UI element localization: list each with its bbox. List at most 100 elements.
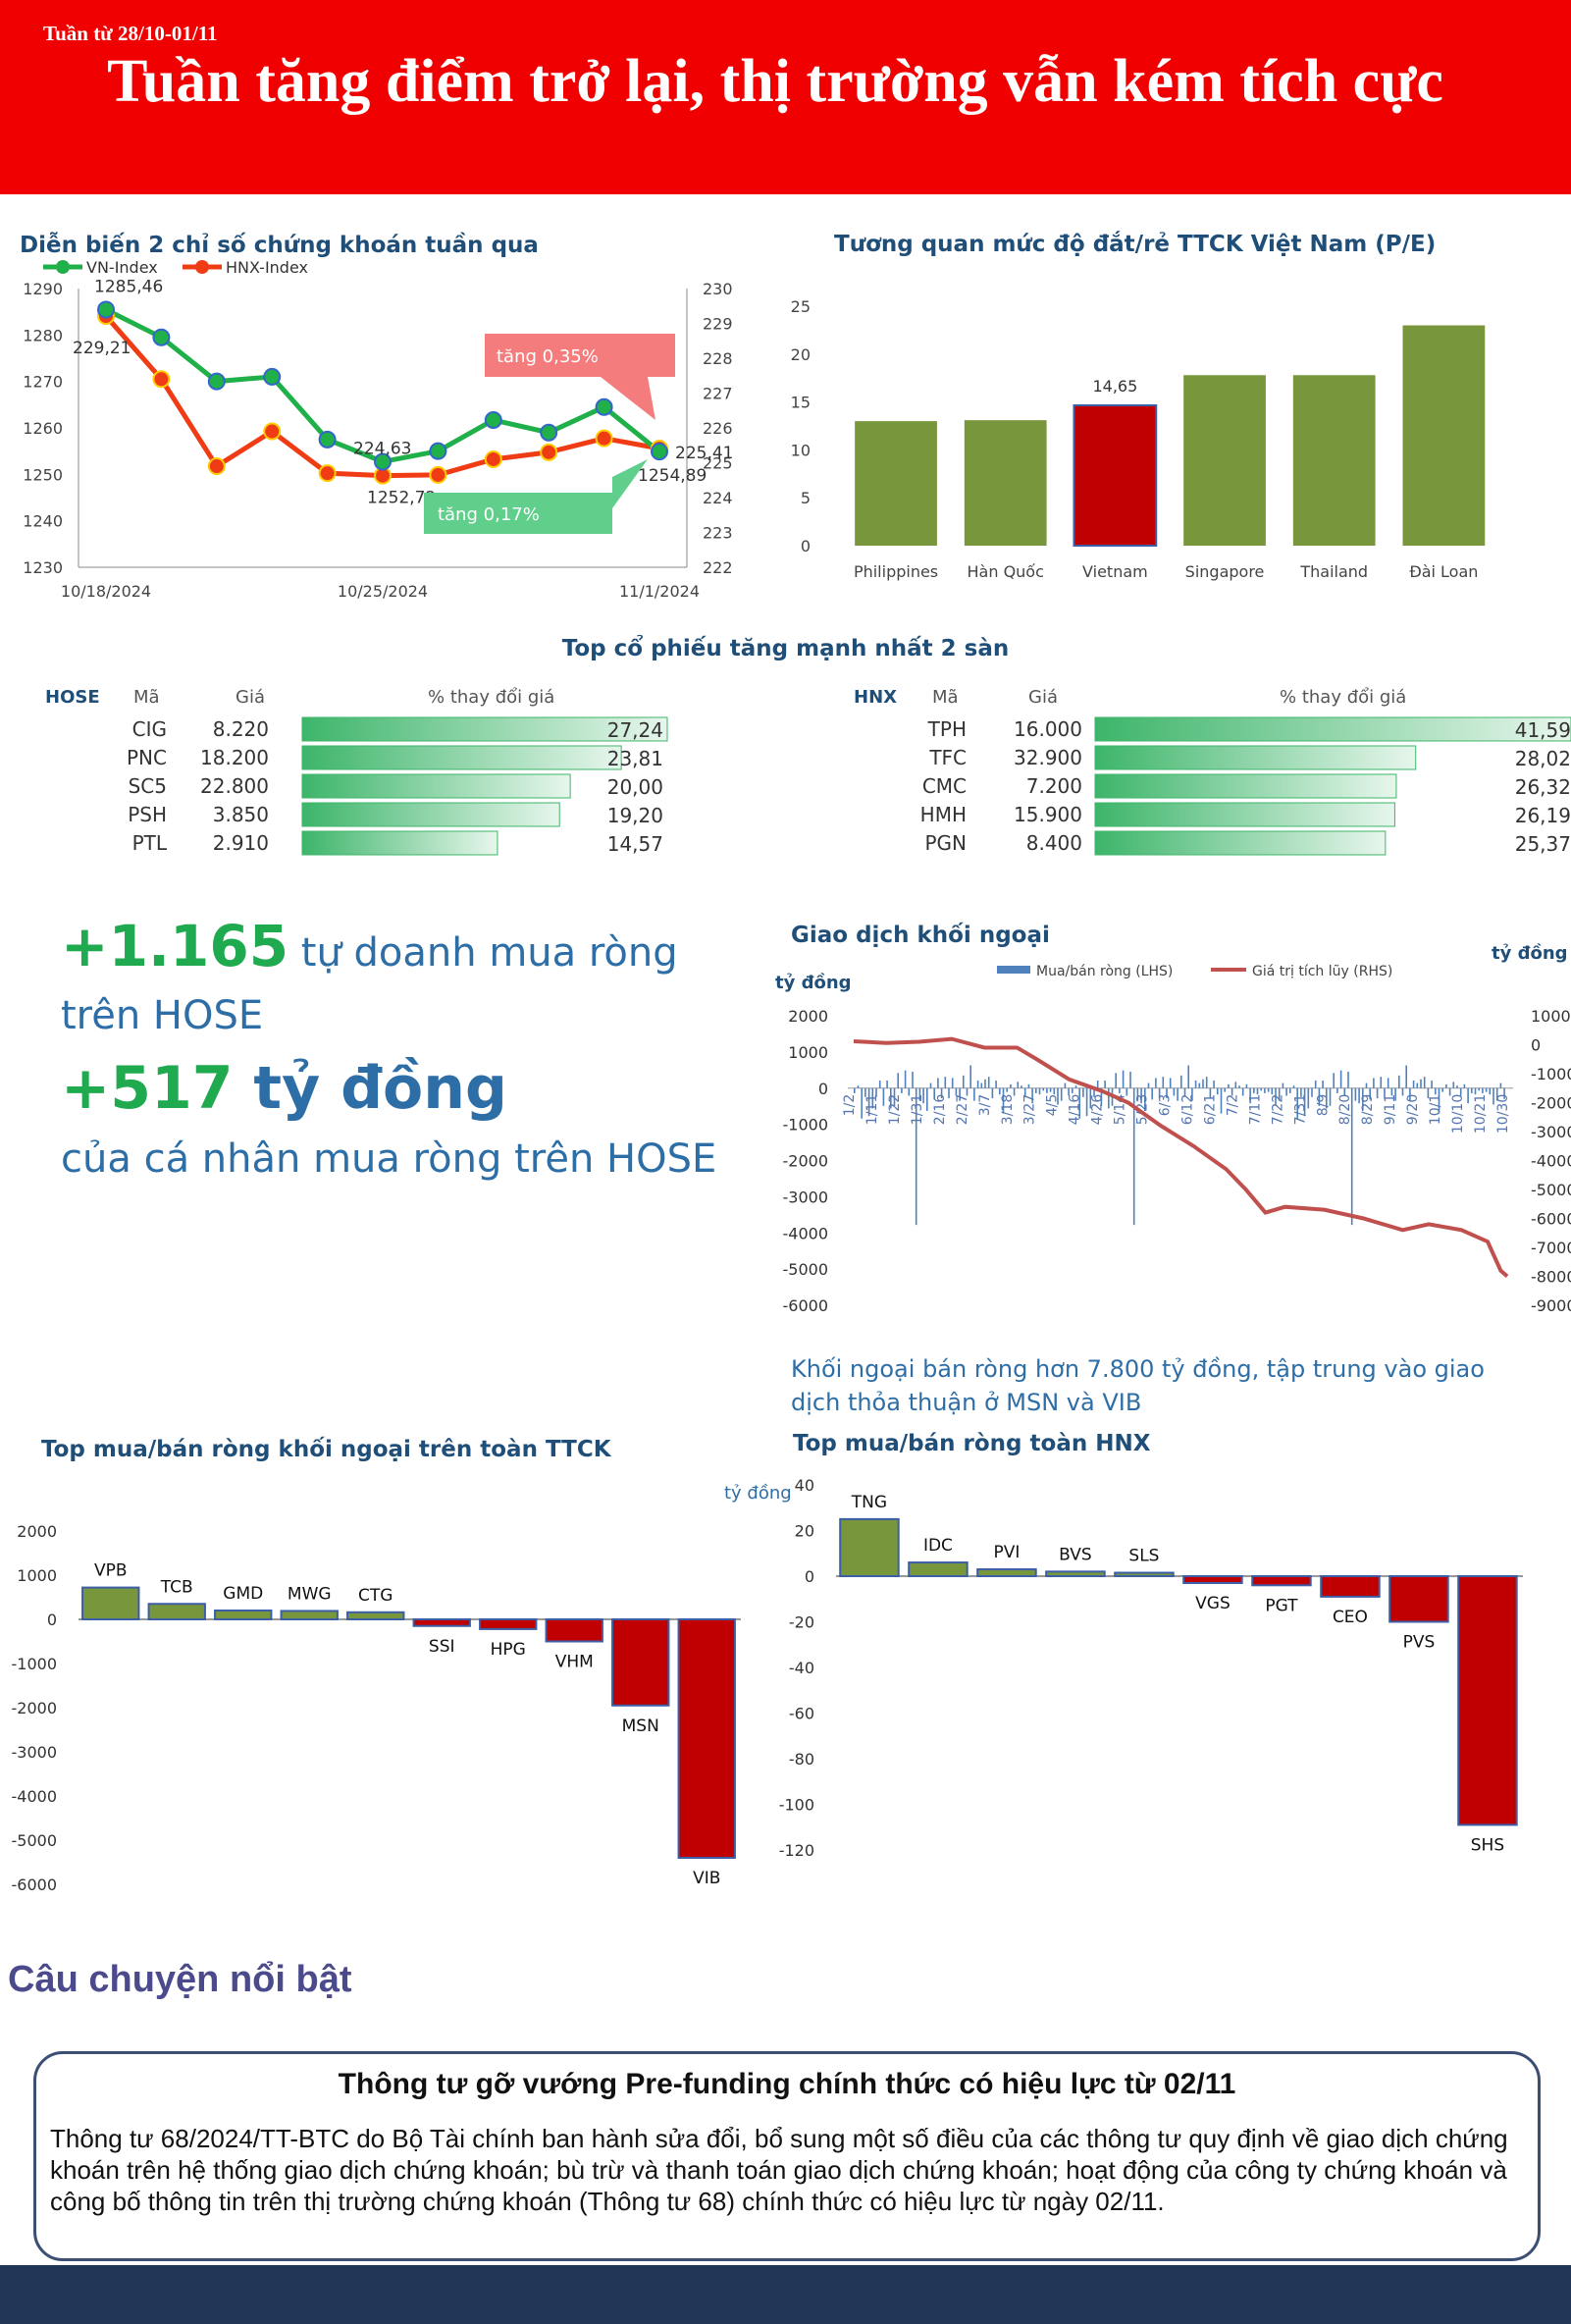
hnx-point	[318, 464, 337, 483]
daily-bar	[1441, 1087, 1443, 1092]
daily-bar	[1155, 1078, 1157, 1088]
daily-bar	[1376, 1087, 1379, 1099]
daily-bar	[1064, 1083, 1067, 1088]
daily-bar	[1448, 1087, 1451, 1096]
daily-bar	[1373, 1078, 1375, 1088]
daily-bar	[933, 1087, 935, 1100]
pe-y-tick: 10	[791, 441, 811, 459]
daily-bar	[1202, 1079, 1204, 1088]
row-bar	[301, 773, 571, 799]
pe-x-label: Philippines	[854, 562, 938, 581]
y-tick: -20	[789, 1613, 814, 1632]
vn-point	[263, 367, 282, 386]
daily-bar	[1296, 1087, 1298, 1119]
daily-bar	[1241, 1087, 1244, 1096]
pe-y-tick: 5	[801, 489, 811, 507]
daily-bar	[929, 1083, 932, 1088]
row-bar	[301, 716, 668, 742]
daily-bar	[871, 1087, 874, 1109]
daily-bar	[1169, 1078, 1172, 1088]
daily-bar	[1398, 1075, 1400, 1088]
daily-bar	[1282, 1083, 1284, 1088]
vn-point	[595, 397, 613, 416]
story-title: Thông tư gỡ vướng Pre-funding chính thức…	[338, 2068, 1236, 2100]
daily-bar	[1256, 1087, 1259, 1095]
daily-bar	[1209, 1087, 1212, 1099]
y-tick: 1000	[17, 1566, 57, 1585]
x-tick: 4/5	[1045, 1094, 1061, 1117]
row-pct: 26,19	[1515, 804, 1571, 827]
row-bar	[1094, 716, 1571, 742]
daily-bar	[999, 1087, 1001, 1095]
daily-bar	[912, 1071, 914, 1088]
individual-text: của cá nhân mua ròng trên HOSE	[61, 1136, 717, 1182]
daily-bar	[976, 1081, 979, 1088]
y-tick: 20	[795, 1522, 814, 1541]
legend-line: Giá trị tích lũy (RHS)	[1252, 964, 1392, 979]
row-price: 16.000	[1014, 717, 1082, 741]
daily-bar	[969, 1065, 971, 1088]
daily-bar	[1438, 1087, 1440, 1114]
cumulative-line	[853, 1036, 1509, 1278]
right-tick: 223	[703, 524, 733, 543]
hose-top-table: HOSE Mã Giá % thay đổi giá CIG 8.220 27,24 PNC 1…	[45, 687, 668, 856]
right-tick: -30000	[1531, 1123, 1571, 1141]
daily-bar	[864, 1087, 866, 1097]
right-tick: -20000	[1531, 1094, 1571, 1113]
right-tick: 226	[703, 419, 733, 438]
daily-bar	[1405, 1065, 1407, 1088]
prop-trading-line: +1.165 tự doanh mua ròng	[61, 913, 678, 979]
pe-y-tick: 15	[791, 394, 811, 412]
x-tick: 10/21	[1473, 1094, 1489, 1134]
left-tick: 1230	[23, 558, 63, 577]
daily-bar	[875, 1087, 877, 1097]
right-tick: 225	[703, 454, 733, 473]
individual-value: +517	[61, 1054, 234, 1123]
daily-bar	[1314, 1081, 1317, 1088]
left-tick: 1240	[23, 512, 63, 531]
daily-bar	[1387, 1078, 1389, 1088]
right-tick: 0	[1531, 1036, 1541, 1055]
prop-value: +1.165	[61, 913, 289, 979]
bar-label: VIB	[693, 1869, 720, 1888]
daily-bar	[922, 1087, 924, 1104]
pe-x-label: Thailand	[1299, 562, 1368, 581]
y-tick: -40	[789, 1659, 814, 1677]
left-tick: 1290	[23, 280, 63, 298]
daily-bar	[1187, 1065, 1189, 1088]
bar-label: MWG	[288, 1584, 332, 1604]
daily-bar	[1354, 1087, 1357, 1101]
daily-bar	[861, 1087, 863, 1119]
bar	[346, 1611, 405, 1621]
daily-bar	[867, 1087, 870, 1117]
right-tick: -40000	[1531, 1152, 1571, 1171]
daily-bar	[1427, 1087, 1430, 1099]
row-price: 22.800	[200, 774, 269, 798]
story-body: Thông tư 68/2024/TT-BTC do Bộ Tài chính …	[50, 2124, 1508, 2216]
daily-bar	[1217, 1087, 1219, 1095]
daily-bar	[1358, 1087, 1360, 1104]
bar	[147, 1603, 206, 1620]
bar-label: MSN	[622, 1717, 659, 1736]
hnx-point	[263, 422, 282, 441]
daily-bar	[1023, 1087, 1026, 1096]
row-price: 7.200	[1026, 774, 1082, 798]
bar	[81, 1586, 140, 1620]
bar	[1457, 1575, 1518, 1826]
daily-bar	[1409, 1087, 1411, 1101]
daily-bar	[1289, 1087, 1291, 1093]
daily-bar	[1231, 1087, 1233, 1096]
vn-point	[429, 442, 447, 460]
daily-bar	[1042, 1087, 1044, 1091]
hnx-top-table: HNX Mã Giá % thay đổi giá TPH 16.000 41,59 TFC 3…	[854, 687, 1571, 856]
daily-bar	[926, 1087, 928, 1111]
row-pct: 23,81	[607, 747, 663, 770]
callout-hnx-box	[485, 334, 675, 420]
x-tick: 11/1/2024	[619, 582, 700, 601]
y-tick: -100	[779, 1796, 814, 1815]
daily-bar	[1191, 1087, 1193, 1101]
pe-y-tick: 0	[801, 537, 811, 555]
legend-vn-dot	[56, 260, 70, 274]
daily-bar	[901, 1087, 903, 1093]
label-vn-end: 1254,89	[638, 466, 707, 486]
